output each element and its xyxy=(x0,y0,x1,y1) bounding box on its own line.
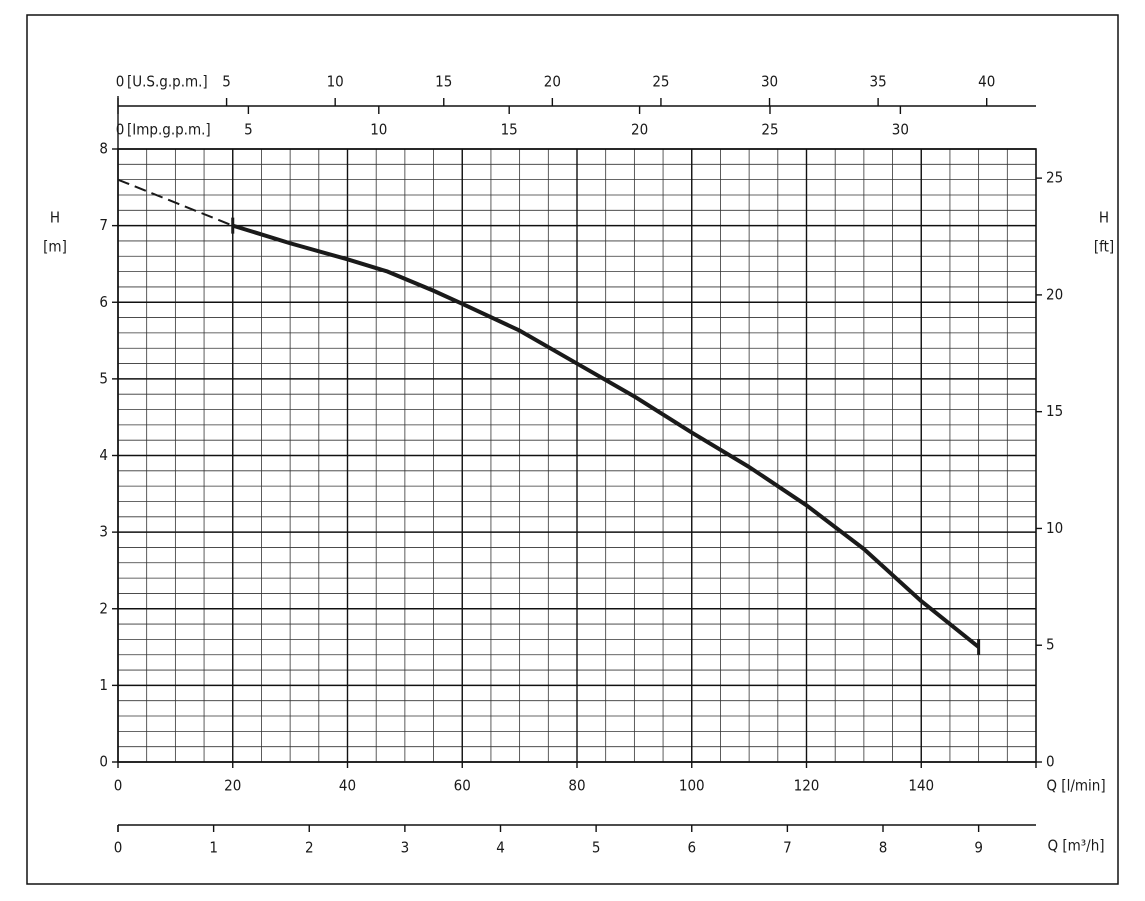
top-tick-label: 30 xyxy=(892,121,909,139)
top-tick-label: 10 xyxy=(370,121,387,139)
y2-tick-label: 10 xyxy=(1046,519,1063,537)
top-tick-label: 10 xyxy=(327,73,344,91)
x2-tick-label: 6 xyxy=(687,839,696,857)
x2-tick-label: 0 xyxy=(114,839,123,857)
x2-tick-label: 7 xyxy=(783,839,792,857)
top-axis-label: [Imp.g.p.m.] xyxy=(127,121,211,139)
x-tick-label: 120 xyxy=(794,777,820,795)
y-tick-label: 7 xyxy=(99,216,108,234)
y2-axis-unit: [ft] xyxy=(1094,238,1114,256)
plot-border xyxy=(117,148,1037,763)
top-tick-label: 5 xyxy=(222,73,231,91)
x2-axis-label: Q [m³/h] xyxy=(1047,837,1104,855)
y2-tick-label: 0 xyxy=(1046,753,1055,771)
x-tick-label: 20 xyxy=(224,777,241,795)
y-tick-label: 0 xyxy=(99,753,108,771)
top-tick-label: 5 xyxy=(244,121,253,139)
x-tick-label: 80 xyxy=(568,777,585,795)
y-tick-label: 1 xyxy=(99,676,108,694)
y-axis-unit: [m] xyxy=(43,238,67,256)
y2-tick-label: 20 xyxy=(1046,285,1063,303)
x2-tick-label: 5 xyxy=(592,839,601,857)
y-tick-label: 5 xyxy=(99,369,108,387)
frame xyxy=(26,14,1119,885)
x-tick-label: 100 xyxy=(679,777,705,795)
top-tick-label: 25 xyxy=(761,121,778,139)
curve xyxy=(232,223,980,649)
y2-tick-label: 15 xyxy=(1046,402,1063,420)
x-tick-label: 60 xyxy=(454,777,471,795)
y-tick-label: 3 xyxy=(99,523,108,541)
x2-tick-label: 4 xyxy=(496,839,505,857)
x-tick-label: 40 xyxy=(339,777,356,795)
y2-tick-label: 25 xyxy=(1046,169,1063,187)
top-tick-label: 15 xyxy=(435,73,452,91)
top-tick-label: 30 xyxy=(761,73,778,91)
y-axis-label: H xyxy=(50,209,60,227)
top-tick-label: 20 xyxy=(631,121,648,139)
top-tick-label: 20 xyxy=(544,73,561,91)
top-tick-label: 35 xyxy=(870,73,887,91)
curve xyxy=(117,178,234,227)
x-axis-label: Q [l/min] xyxy=(1046,777,1105,795)
x2-tick-label: 2 xyxy=(305,839,314,857)
top-tick-label: 40 xyxy=(978,73,995,91)
x2-tick-label: 1 xyxy=(209,839,218,857)
y2-axis-label: H xyxy=(1099,209,1109,227)
y-tick-label: 4 xyxy=(99,446,108,464)
top-tick-label: 0 xyxy=(116,121,125,139)
x-tick-label: 0 xyxy=(114,777,123,795)
y2-tick-label: 5 xyxy=(1046,636,1055,654)
x2-tick-label: 9 xyxy=(974,839,983,857)
x2-tick-label: 3 xyxy=(401,839,410,857)
y-tick-label: 2 xyxy=(99,599,108,617)
top-axis-label: [U.S.g.p.m.] xyxy=(127,73,208,91)
x2-tick-label: 8 xyxy=(879,839,888,857)
y-tick-label: 8 xyxy=(99,140,108,158)
top-tick-label: 25 xyxy=(652,73,669,91)
y-tick-label: 6 xyxy=(99,293,108,311)
top-tick-label: 0 xyxy=(116,73,125,91)
top-tick-label: 15 xyxy=(501,121,518,139)
x-tick-label: 140 xyxy=(908,777,934,795)
